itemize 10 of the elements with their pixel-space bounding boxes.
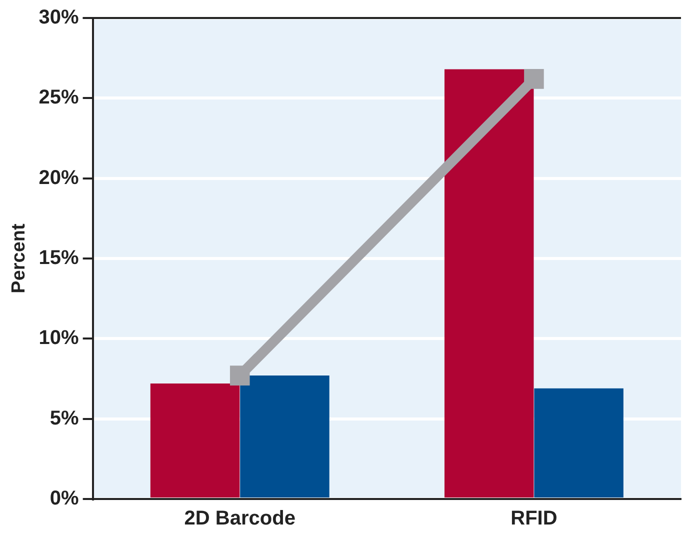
- y-tick-label: 20%: [38, 166, 80, 189]
- x-tick-label: 2D Barcode: [184, 508, 296, 530]
- y-tick-label: 0%: [50, 488, 80, 510]
- y-tick-label: 15%: [38, 247, 80, 270]
- y-tick-label: 25%: [38, 86, 80, 109]
- y-tick-label: 30%: [38, 6, 80, 29]
- x-tick-label: RFID: [510, 508, 558, 530]
- y-tick-label: 5%: [50, 407, 80, 430]
- y-axis-title: Percent: [8, 222, 30, 294]
- y-tick-label: 10%: [38, 327, 80, 350]
